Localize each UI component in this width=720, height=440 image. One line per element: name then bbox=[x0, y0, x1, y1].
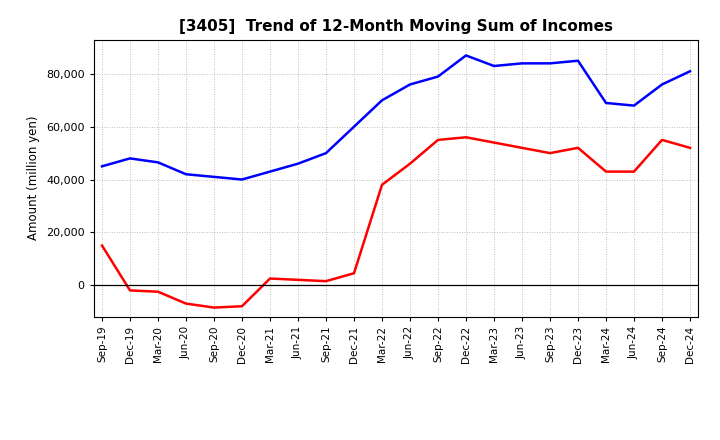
Line: Ordinary Income: Ordinary Income bbox=[102, 55, 690, 180]
Net Income bbox=[490, 140, 498, 145]
Net Income bbox=[126, 288, 135, 293]
Ordinary Income bbox=[181, 172, 190, 177]
Net Income bbox=[630, 169, 639, 174]
Ordinary Income bbox=[630, 103, 639, 108]
Net Income bbox=[546, 150, 554, 156]
Net Income bbox=[294, 277, 302, 282]
Net Income bbox=[518, 145, 526, 150]
Ordinary Income bbox=[98, 164, 107, 169]
Net Income bbox=[462, 135, 470, 140]
Ordinary Income bbox=[490, 63, 498, 69]
Ordinary Income bbox=[210, 174, 218, 180]
Net Income bbox=[210, 305, 218, 310]
Ordinary Income bbox=[546, 61, 554, 66]
Net Income bbox=[657, 137, 666, 143]
Line: Net Income: Net Income bbox=[102, 137, 690, 308]
Net Income bbox=[602, 169, 611, 174]
Ordinary Income bbox=[462, 53, 470, 58]
Ordinary Income bbox=[322, 150, 330, 156]
Ordinary Income bbox=[238, 177, 246, 182]
Net Income bbox=[266, 276, 274, 281]
Ordinary Income bbox=[294, 161, 302, 166]
Net Income bbox=[433, 137, 442, 143]
Net Income bbox=[685, 145, 694, 150]
Ordinary Income bbox=[518, 61, 526, 66]
Ordinary Income bbox=[405, 82, 414, 87]
Ordinary Income bbox=[126, 156, 135, 161]
Title: [3405]  Trend of 12-Month Moving Sum of Incomes: [3405] Trend of 12-Month Moving Sum of I… bbox=[179, 19, 613, 34]
Ordinary Income bbox=[266, 169, 274, 174]
Ordinary Income bbox=[685, 69, 694, 74]
Ordinary Income bbox=[378, 98, 387, 103]
Ordinary Income bbox=[350, 124, 359, 129]
Net Income bbox=[153, 289, 162, 294]
Net Income bbox=[405, 161, 414, 166]
Y-axis label: Amount (million yen): Amount (million yen) bbox=[27, 116, 40, 240]
Net Income bbox=[98, 243, 107, 248]
Net Income bbox=[350, 271, 359, 276]
Ordinary Income bbox=[153, 160, 162, 165]
Net Income bbox=[238, 304, 246, 309]
Net Income bbox=[322, 279, 330, 284]
Ordinary Income bbox=[574, 58, 582, 63]
Net Income bbox=[574, 145, 582, 150]
Ordinary Income bbox=[657, 82, 666, 87]
Net Income bbox=[378, 182, 387, 187]
Ordinary Income bbox=[602, 100, 611, 106]
Ordinary Income bbox=[433, 74, 442, 79]
Net Income bbox=[181, 301, 190, 306]
